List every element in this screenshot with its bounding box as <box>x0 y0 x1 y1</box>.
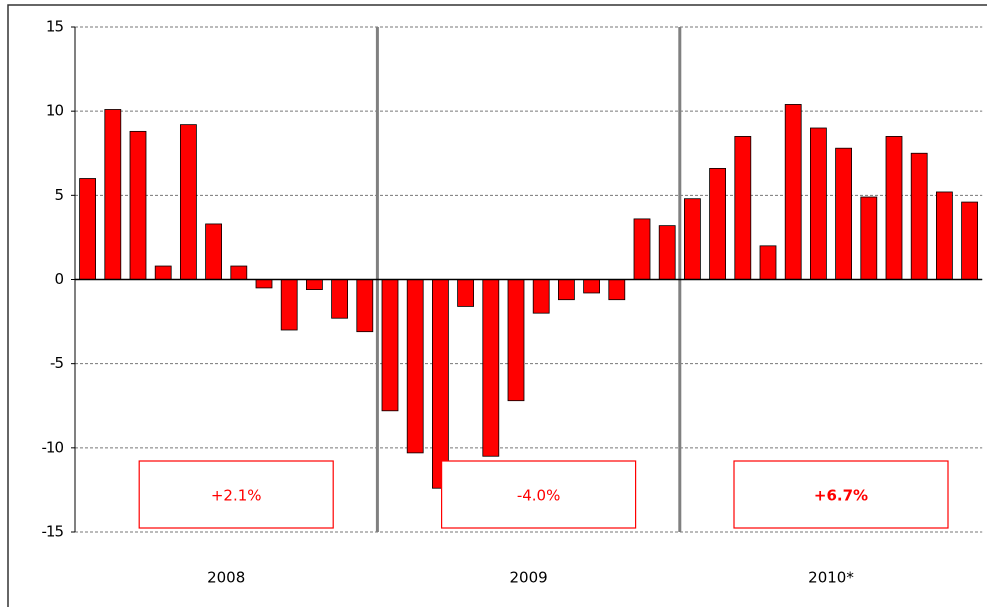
bar <box>532 279 550 314</box>
bar <box>885 136 903 280</box>
bar <box>482 279 500 457</box>
y-tick-label: -15 <box>42 523 64 541</box>
annotation: +2.1% <box>211 487 262 505</box>
group-label: 2008 <box>207 569 245 587</box>
y-tick-label: 5 <box>54 186 63 204</box>
bar <box>104 109 122 280</box>
bar <box>684 198 701 280</box>
group-label: 2009 <box>510 569 548 587</box>
bar <box>709 167 726 280</box>
y-tick-label: 15 <box>46 18 64 36</box>
bar <box>910 152 928 280</box>
bar <box>507 279 525 402</box>
annotation: -4.0% <box>517 487 561 505</box>
y-tick-label: -5 <box>50 354 63 372</box>
bar <box>431 279 449 489</box>
bar <box>205 223 223 280</box>
bar <box>305 279 323 291</box>
bar <box>129 130 147 280</box>
bar <box>356 279 374 333</box>
y-tick-label: 10 <box>46 102 64 120</box>
annotation-box <box>138 460 334 529</box>
bar <box>810 127 827 280</box>
bar <box>734 136 752 280</box>
bar <box>608 279 626 301</box>
bar <box>860 196 878 280</box>
bar <box>936 191 953 280</box>
bar <box>406 279 424 454</box>
bar <box>457 279 475 307</box>
bar <box>759 245 777 280</box>
bar <box>835 147 852 280</box>
y-tick-label: -10 <box>42 438 64 456</box>
bar <box>633 218 651 280</box>
y-tick-label: 0 <box>54 270 63 288</box>
bar <box>658 225 676 280</box>
bar <box>280 279 298 331</box>
annotation-box <box>733 460 949 529</box>
bar <box>583 279 600 294</box>
bar <box>961 201 978 280</box>
bar <box>784 104 802 280</box>
bar <box>79 178 96 280</box>
bar <box>558 279 575 301</box>
bar <box>255 279 273 289</box>
annotation: +6.7% <box>814 487 868 505</box>
bar <box>154 265 172 280</box>
bar <box>381 279 399 412</box>
bar <box>230 265 248 280</box>
bar <box>179 124 197 280</box>
bar <box>331 279 349 319</box>
group-label: 2010* <box>808 569 854 587</box>
annotation-box <box>441 460 637 529</box>
